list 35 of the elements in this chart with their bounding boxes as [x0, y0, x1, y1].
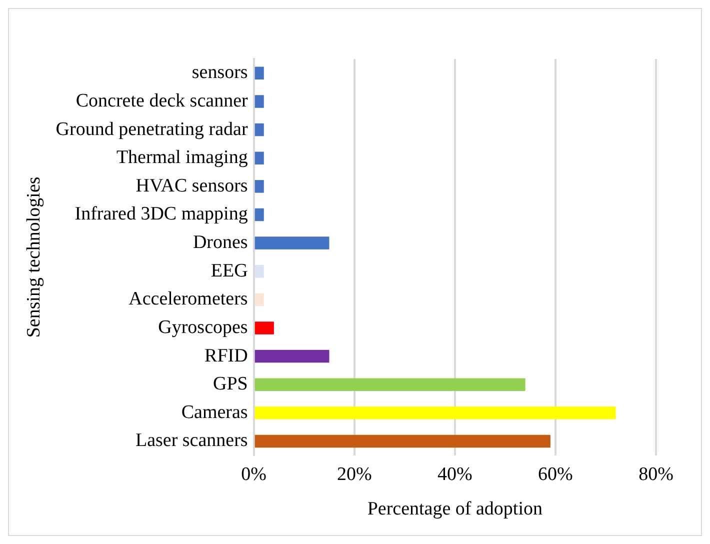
y-tick-label: Ground penetrating radar	[56, 118, 248, 140]
x-axis-title: Percentage of adoption	[367, 498, 543, 520]
bar	[254, 208, 264, 222]
y-tick-label: Drones	[192, 232, 248, 254]
bar	[254, 180, 264, 193]
bar	[254, 95, 264, 108]
y-tick-label: Concrete deck scanner	[76, 90, 248, 112]
bar	[254, 264, 264, 278]
bar	[254, 406, 616, 420]
bar	[254, 152, 264, 164]
y-tick-label: GPS	[212, 374, 248, 395]
x-tick-label: 20%	[336, 464, 372, 485]
x-tick-label: 0%	[241, 464, 267, 485]
bar	[254, 293, 264, 306]
x-tick-label: 60%	[538, 464, 574, 485]
bar	[254, 123, 264, 136]
y-tick-label: sensors	[192, 62, 248, 84]
y-tick-label: Thermal imaging	[116, 147, 248, 168]
x-tick-label: 80%	[638, 464, 674, 485]
y-tick-label: Gyroscopes	[158, 316, 248, 338]
bar	[254, 378, 526, 391]
y-tick-label: EEG	[210, 260, 248, 282]
y-tick-label: HVAC sensors	[136, 175, 248, 196]
y-tick-label: Accelerometers	[128, 288, 248, 310]
y-tick-label: Infrared 3DC mapping	[74, 204, 248, 225]
x-tick-label: 40%	[438, 464, 472, 485]
bar	[254, 236, 330, 250]
y-tick-label: Cameras	[181, 402, 248, 423]
bar	[254, 350, 330, 363]
y-tick-label: Laser scanners	[135, 430, 248, 452]
bar	[254, 434, 550, 448]
bar	[254, 66, 264, 80]
y-axis-title: Sensing technologies	[23, 176, 44, 338]
y-tick-label: RFID	[204, 345, 248, 366]
bar	[254, 322, 274, 334]
